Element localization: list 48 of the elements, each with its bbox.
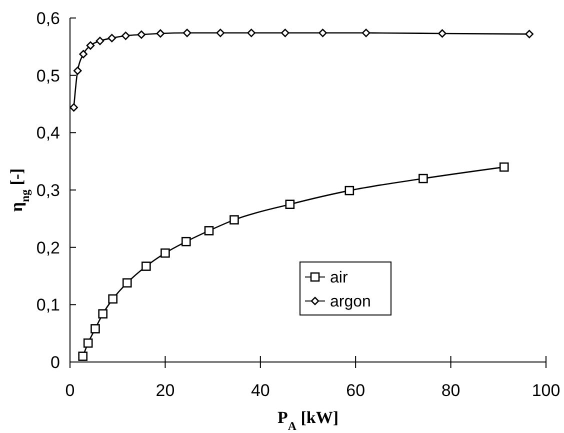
point [108, 34, 116, 42]
point [230, 215, 239, 224]
y-tick-label: 0,6 [36, 8, 60, 28]
point [122, 32, 130, 40]
point [108, 294, 118, 304]
x-tick-label: 60 [346, 381, 366, 400]
point [73, 66, 82, 75]
point [344, 186, 354, 196]
point [122, 278, 132, 288]
point [181, 236, 191, 246]
point [137, 30, 146, 39]
x-tick-label: 40 [250, 381, 270, 400]
point [216, 28, 225, 38]
point [438, 29, 446, 38]
point [499, 162, 509, 172]
y-tick-label: 0,3 [36, 180, 60, 200]
point [90, 324, 100, 334]
point [96, 36, 104, 46]
point [78, 352, 88, 361]
x-tick-label: 80 [441, 381, 460, 400]
point [247, 28, 256, 38]
legend-label: argon [330, 294, 371, 311]
point [98, 309, 108, 318]
point [142, 262, 151, 271]
point [204, 226, 214, 236]
x-tick-label: 100 [532, 381, 560, 400]
legend-label: air [330, 270, 348, 287]
point [83, 338, 93, 348]
y-tick-label: 0,5 [36, 66, 60, 86]
point [160, 248, 170, 258]
point [525, 30, 534, 38]
point [285, 200, 295, 209]
point [86, 41, 95, 50]
y-tick-label: 0 [50, 352, 60, 372]
x-tick-label: 20 [156, 381, 175, 400]
point [156, 29, 165, 38]
point [70, 103, 78, 112]
y-tick-label: 0,4 [36, 124, 60, 143]
point [318, 28, 327, 38]
y-tick-label: 0,2 [36, 238, 60, 258]
x-tick-label: 0 [65, 381, 75, 400]
point [79, 50, 88, 58]
point [281, 28, 290, 38]
point [418, 174, 428, 184]
x-axis-title: P$_{A}$ [kW] [277, 408, 339, 433]
point [362, 28, 370, 38]
point [182, 28, 192, 38]
y-tick-label: 0,1 [36, 296, 60, 315]
